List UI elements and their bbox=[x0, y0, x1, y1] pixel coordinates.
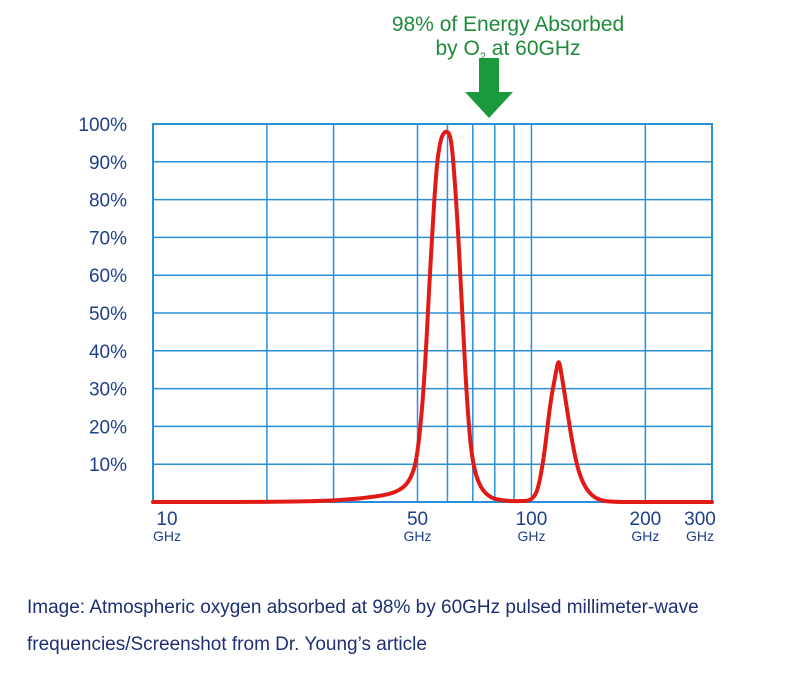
y-tick-label: 10% bbox=[89, 455, 127, 476]
chart-grid bbox=[152, 123, 713, 503]
y-tick-label: 60% bbox=[89, 266, 127, 287]
x-tick-unit: GHz bbox=[686, 528, 714, 544]
x-tick-label: 200 bbox=[630, 509, 662, 530]
y-tick-label: 30% bbox=[89, 380, 127, 401]
absorption-chart: 98% of Energy Absorbed by O2 at 60GHz 10… bbox=[78, 13, 716, 544]
down-arrow-icon bbox=[465, 58, 513, 118]
y-tick-label: 100% bbox=[78, 115, 127, 136]
y-axis-labels: 100% 90% 80% 70% 60% 50% 40% 30% 20% 10% bbox=[78, 115, 127, 476]
x-tick-label: 100 bbox=[516, 509, 548, 530]
absorption-line bbox=[151, 129, 714, 504]
x-tick-label: 10 bbox=[156, 509, 177, 530]
y-tick-label: 50% bbox=[89, 304, 127, 325]
x-tick-label: 300 bbox=[684, 509, 716, 530]
x-tick-label: 50 bbox=[407, 509, 428, 530]
annotation-line-2-prefix: by O bbox=[435, 37, 479, 60]
x-tick-unit: GHz bbox=[404, 528, 432, 544]
y-tick-label: 70% bbox=[89, 228, 127, 249]
y-tick-label: 20% bbox=[89, 417, 127, 438]
chart-series bbox=[151, 129, 714, 504]
y-tick-label: 40% bbox=[89, 342, 127, 363]
x-tick-unit: GHz bbox=[517, 528, 545, 544]
image-caption: Image: Atmospheric oxygen absorbed at 98… bbox=[27, 597, 699, 655]
annotation-line-2: by O2 at 60GHz bbox=[435, 37, 580, 63]
annotation-line-2-suffix: at 60GHz bbox=[486, 37, 581, 60]
x-tick-unit: GHz bbox=[153, 528, 181, 544]
annotation-line-2-subscript: 2 bbox=[480, 51, 486, 63]
y-tick-label: 80% bbox=[89, 191, 127, 212]
x-tick-unit: GHz bbox=[631, 528, 659, 544]
annotation-line-1: 98% of Energy Absorbed bbox=[392, 13, 624, 36]
y-tick-label: 90% bbox=[89, 153, 127, 174]
